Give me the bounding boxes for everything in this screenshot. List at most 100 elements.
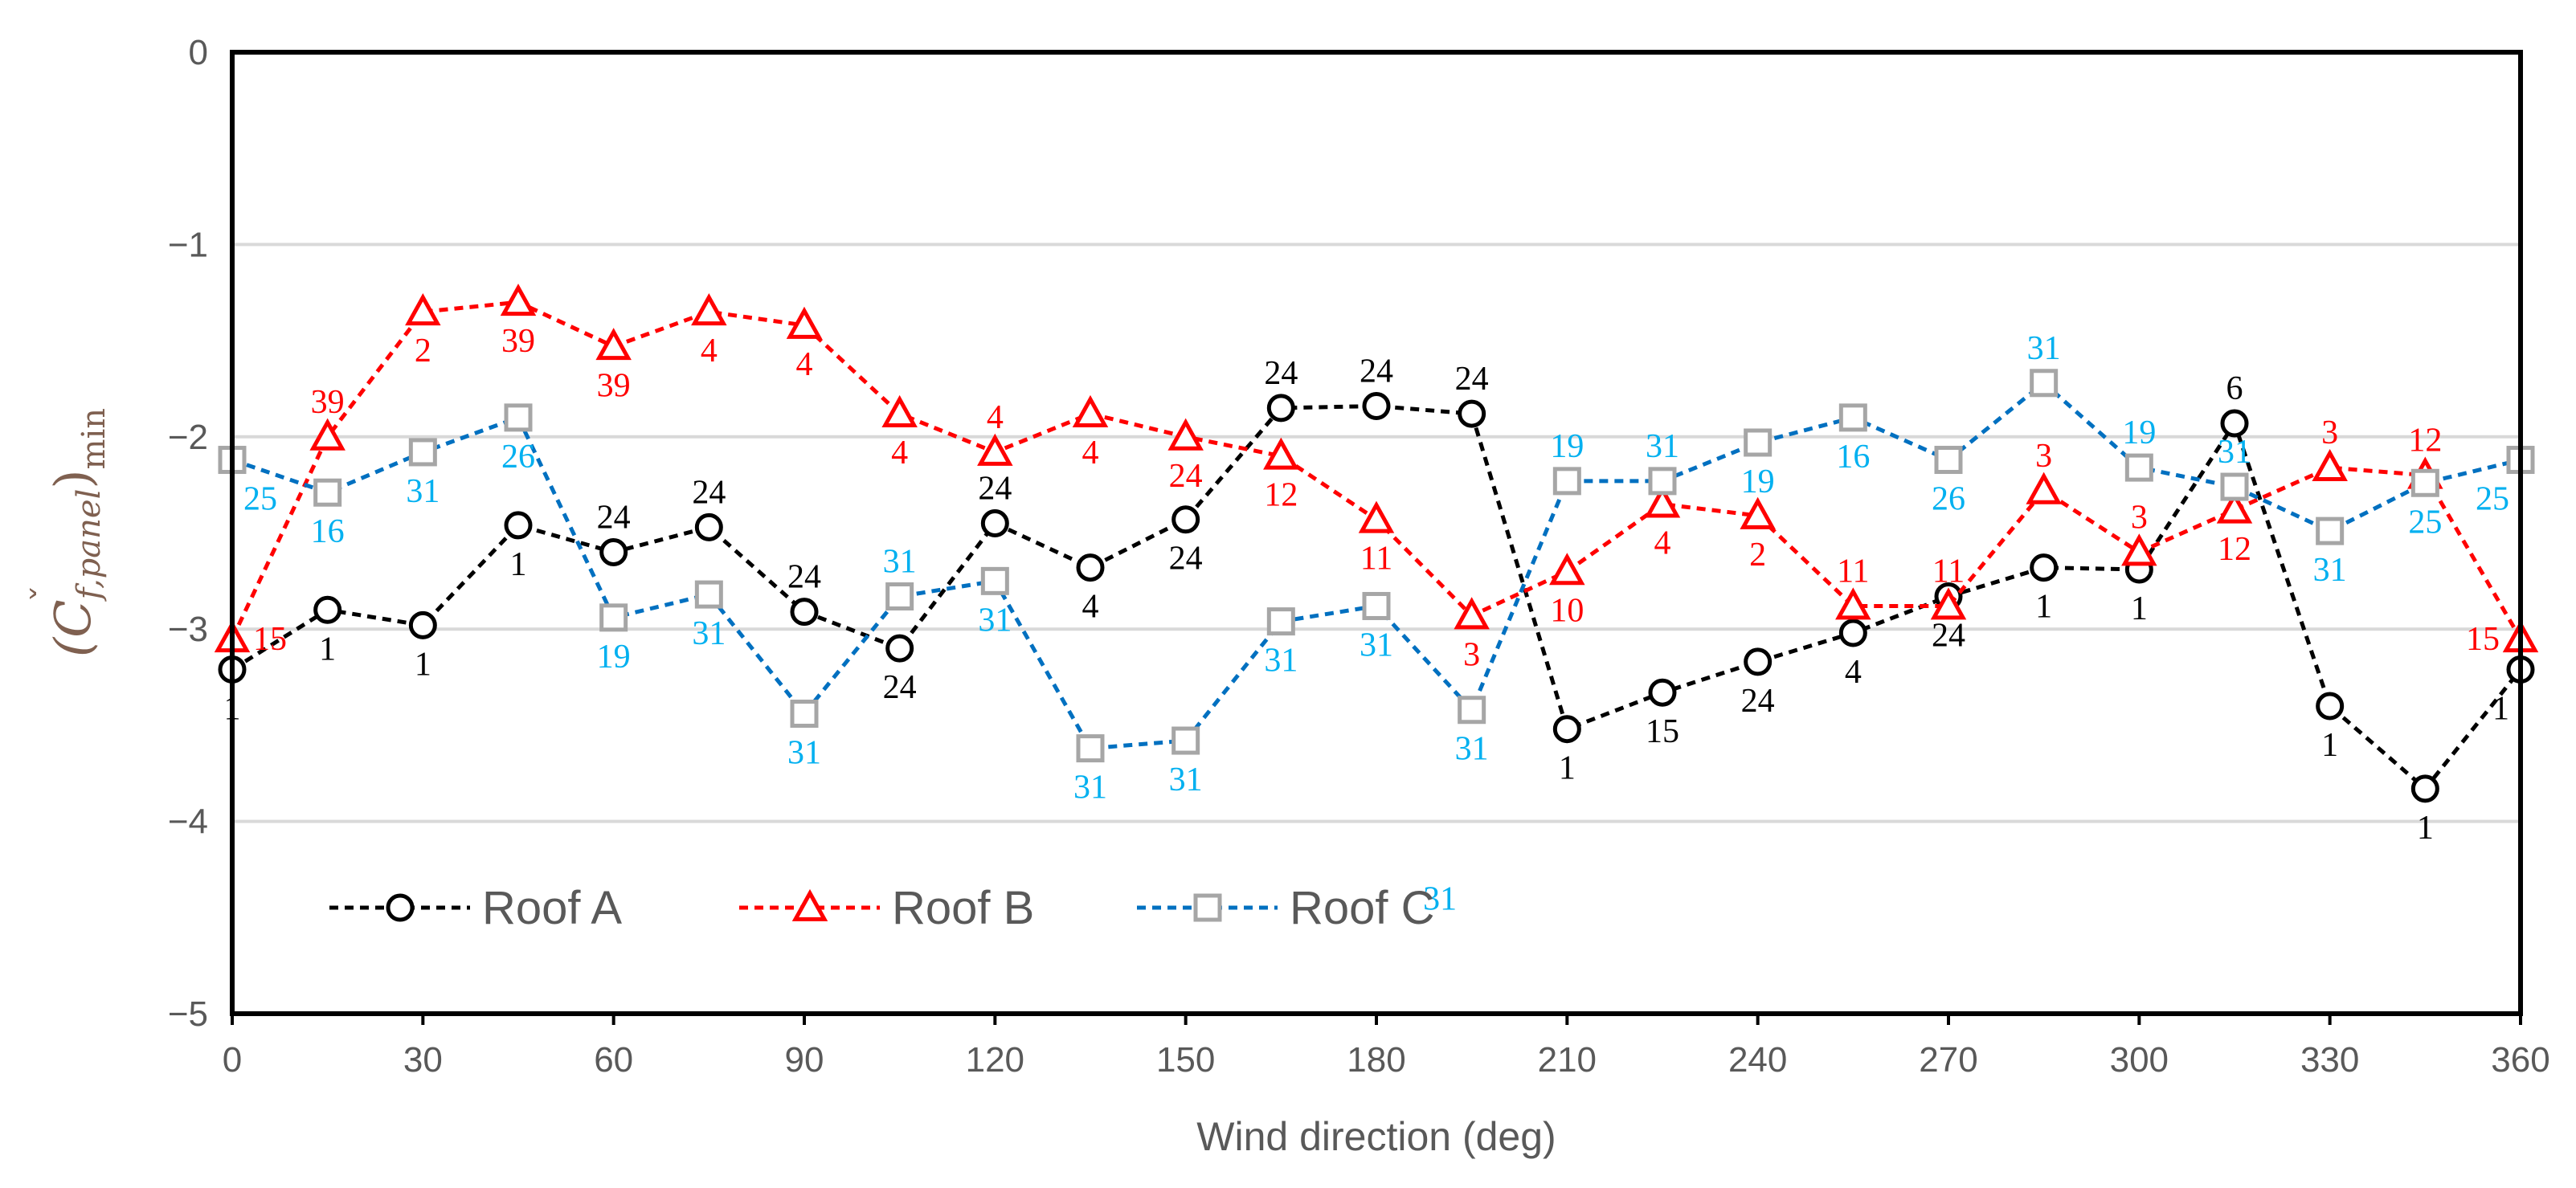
roof-a-point-label: 1 <box>2131 590 2148 627</box>
roof-b-marker <box>2121 533 2157 566</box>
y-axis-title-accent: ˇ <box>26 585 67 602</box>
y-axis-title: (Cf,panel)min ˇ <box>26 408 112 657</box>
roof-b-marker <box>1454 597 1490 630</box>
roof-b-point-label: 4 <box>987 399 1004 436</box>
roof-c-marker <box>1648 467 1677 496</box>
roof-b-point-label: 4 <box>891 435 908 472</box>
roof-c-marker <box>599 603 628 632</box>
roof-b-marker <box>309 418 346 451</box>
roof-a-marker <box>2316 692 2345 721</box>
roof-c-marker <box>1838 403 1867 432</box>
legend-roof-b-marker <box>791 888 828 921</box>
legend-roof-c-marker <box>1193 893 1222 922</box>
x-tick-label: 270 <box>1919 1040 1977 1080</box>
roof-c-marker <box>2030 369 2059 398</box>
roof-a-point-label: 24 <box>692 474 726 511</box>
roof-c-marker <box>1458 696 1486 725</box>
roof-b-marker <box>1930 587 1967 620</box>
roof-a-marker <box>694 512 723 541</box>
roof-a-marker <box>408 610 437 639</box>
roof-a-marker <box>1648 678 1677 707</box>
y-tick-label: −3 <box>168 610 208 649</box>
roof-b-point-label: 39 <box>597 367 631 404</box>
roof-a-point-label: 4 <box>1082 589 1099 626</box>
roof-a-marker <box>2220 409 2249 438</box>
roof-c-point-label: 31 <box>787 735 821 772</box>
y-axis-title-close: ) <box>43 469 102 488</box>
roof-a-marker <box>313 595 342 624</box>
x-tick-label: 240 <box>1728 1040 1787 1080</box>
x-tick-label: 30 <box>403 1040 443 1080</box>
roof-c-point-label: 31 <box>1264 643 1298 680</box>
roof-b-point-label: 4 <box>1082 435 1099 472</box>
roof-c-point-label: 31 <box>978 602 1012 639</box>
roof-a-point-label: 24 <box>978 471 1012 508</box>
roof-b-marker <box>1072 394 1109 427</box>
roof-b-point-label: 11 <box>1932 553 1965 590</box>
roof-b-marker <box>1835 587 1871 620</box>
roof-a-marker <box>599 537 628 566</box>
roof-c-point-label: 19 <box>597 639 631 676</box>
roof-c-point-label: 19 <box>1550 428 1584 465</box>
roof-c-marker <box>885 582 914 611</box>
roof-b-point-label: 4 <box>701 333 718 369</box>
roof-c-point-label: 16 <box>311 513 345 550</box>
roof-a-point-label: 1 <box>2321 727 2338 764</box>
roof-a-point-label: 1 <box>2417 810 2434 847</box>
roof-a-point-label: 24 <box>1741 683 1775 720</box>
roof-b-marker <box>1358 500 1395 533</box>
roof-c-point-label: 25 <box>2408 504 2442 541</box>
roof-b-point-label: 11 <box>1360 541 1392 578</box>
legend-roof-a-marker <box>386 893 415 922</box>
roof-b-marker <box>2026 472 2062 504</box>
roof-c-marker <box>1266 607 1295 636</box>
roof-c-point-label: 31 <box>1073 770 1107 806</box>
roof-c-marker <box>313 478 342 507</box>
annotation-label: 31 <box>1423 880 1457 917</box>
x-tick-label: 150 <box>1156 1040 1215 1080</box>
y-tick-label: −2 <box>168 418 208 457</box>
roof-c-marker <box>408 438 437 467</box>
roof-c-marker <box>504 403 533 432</box>
roof-b-point-label: 24 <box>1169 458 1203 495</box>
roof-c-marker <box>2410 468 2439 497</box>
roof-c-point-label: 19 <box>1741 463 1775 500</box>
roof-a-point-label: 24 <box>1169 541 1203 578</box>
roof-b-marker <box>405 293 441 326</box>
roof-c-point-label: 31 <box>692 615 726 652</box>
roof-b-point-label: 12 <box>2408 423 2442 459</box>
roof-c-marker <box>1744 428 1773 457</box>
x-tick-label: 210 <box>1538 1040 1597 1080</box>
roof-b-point-label: 2 <box>1749 537 1766 574</box>
legend-roof-c-label: Roof C <box>1290 882 1435 934</box>
roof-a-marker <box>1838 618 1867 647</box>
roof-a-marker <box>1744 647 1773 676</box>
roof-b-point-label: 10 <box>1550 592 1584 629</box>
roof-c-marker <box>2316 516 2345 545</box>
roof-b-marker <box>786 306 823 339</box>
roof-b-point-label: 15 <box>2466 621 2500 658</box>
roof-b-marker <box>1549 553 1585 586</box>
roof-b-point-label: 2 <box>415 333 431 369</box>
roof-c-point-label: 16 <box>1836 439 1870 476</box>
roof-c-point-label: 31 <box>883 544 917 581</box>
roof-b-point-label: 11 <box>1837 553 1869 590</box>
x-tick-label: 330 <box>2300 1040 2359 1080</box>
roof-a-point-label: 1 <box>2492 690 2509 727</box>
roof-a-marker <box>1552 715 1581 744</box>
roof-b-point-label: 3 <box>2131 499 2148 536</box>
roof-b-point-label: 3 <box>2321 414 2338 451</box>
roof-a-point-label: 24 <box>1264 355 1298 392</box>
roof-a-marker <box>504 511 533 540</box>
y-axis-title-base: (C <box>43 599 102 657</box>
roof-a-marker <box>790 598 819 627</box>
roof-a-point-label: 1 <box>415 646 431 683</box>
roof-a-point-label: 24 <box>1360 353 1393 390</box>
roof-c-point-label: 26 <box>1932 481 1965 518</box>
roof-b-marker <box>881 394 918 427</box>
y-axis-title-subscript: f,panel <box>71 489 108 602</box>
roof-b-marker <box>595 328 632 361</box>
x-axis-title: Wind direction (deg) <box>1196 1114 1556 1159</box>
